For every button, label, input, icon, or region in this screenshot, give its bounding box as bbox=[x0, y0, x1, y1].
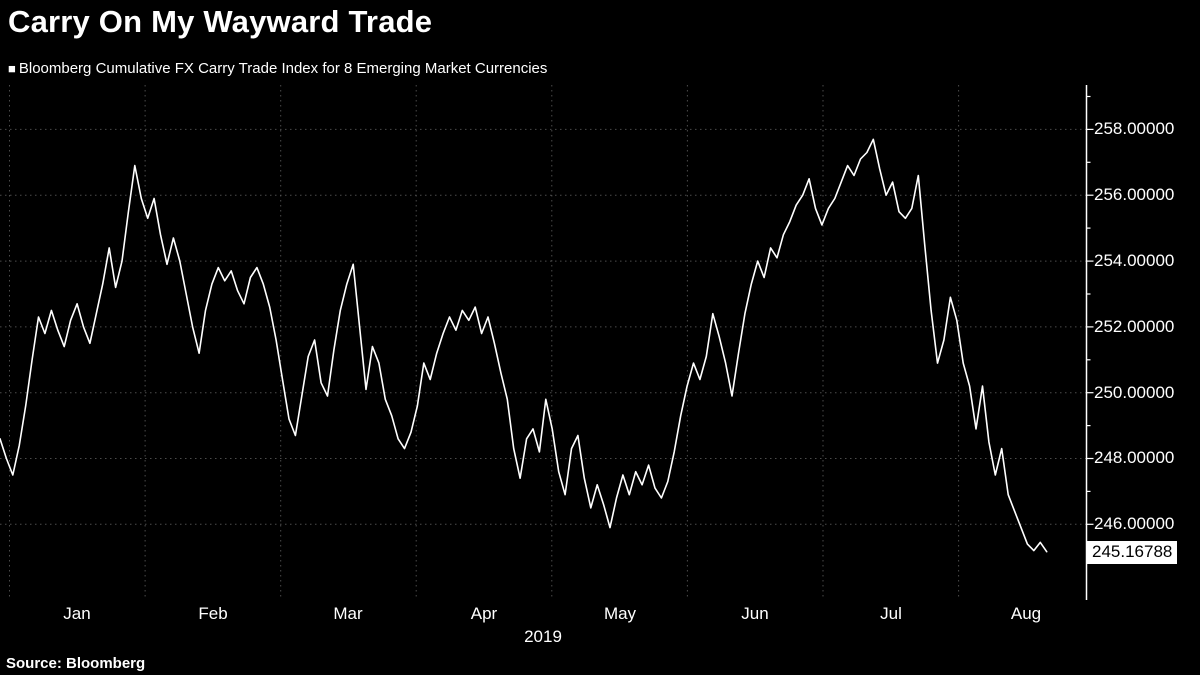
chart-title: Carry On My Wayward Trade bbox=[8, 4, 433, 39]
x-axis-label: Jul bbox=[880, 604, 902, 623]
y-axis-label: 258.00000 bbox=[1094, 119, 1175, 139]
x-axis-label: Aug bbox=[1010, 604, 1042, 623]
x-axis-label: May bbox=[603, 604, 637, 623]
line-chart-plot-area bbox=[0, 85, 1094, 600]
last-price-badge: 245.16788 bbox=[1087, 540, 1178, 564]
x-axis-label: Feb bbox=[198, 604, 228, 623]
y-axis-label: 256.00000 bbox=[1094, 185, 1175, 205]
y-axis-label: 248.00000 bbox=[1094, 448, 1175, 468]
y-axis-label: 254.00000 bbox=[1094, 251, 1175, 271]
x-axis-label: Apr bbox=[470, 604, 498, 623]
source-attribution: Source: Bloomberg bbox=[6, 655, 146, 672]
y-axis-label: 250.00000 bbox=[1094, 382, 1175, 402]
x-axis-label: Jun bbox=[741, 604, 769, 623]
x-axis-year-label: 2019 bbox=[524, 627, 562, 646]
x-axis-label: Jan bbox=[63, 604, 91, 623]
legend-label: Bloomberg Cumulative FX Carry Trade Inde… bbox=[18, 60, 548, 77]
y-axis-label: 252.00000 bbox=[1094, 316, 1175, 336]
x-axis-label: Mar bbox=[333, 604, 363, 623]
y-axis-label: 246.00000 bbox=[1094, 514, 1175, 534]
chart-legend: ■ Bloomberg Cumulative FX Carry Trade In… bbox=[8, 60, 547, 77]
legend-square-marker: ■ bbox=[8, 61, 16, 76]
